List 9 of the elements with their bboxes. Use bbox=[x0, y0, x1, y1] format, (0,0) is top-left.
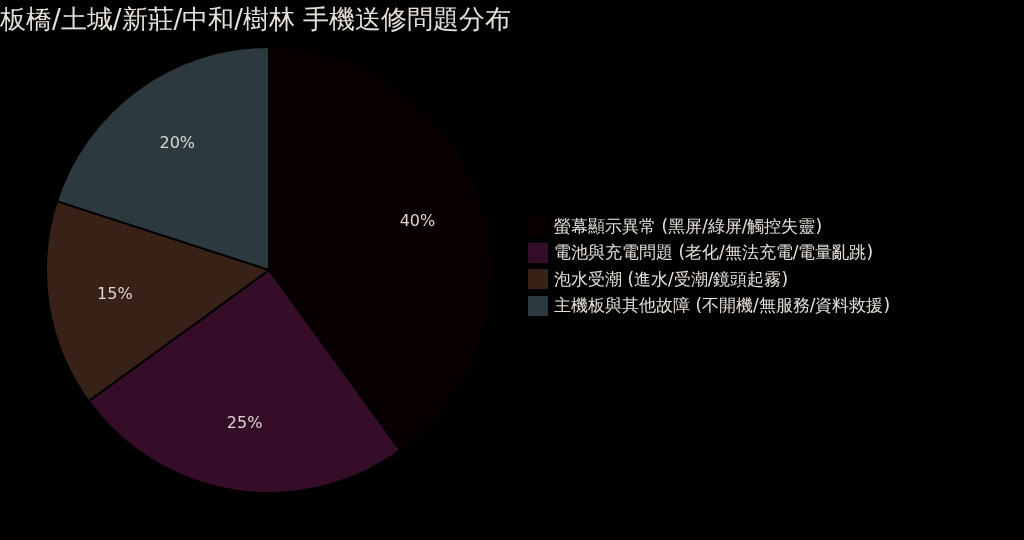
legend-label: 主機板與其他故障 (不開機/無服務/資料救援) bbox=[554, 294, 891, 318]
legend-label: 電池與充電問題 (老化/無法充電/電量亂跳) bbox=[554, 241, 874, 265]
legend-label: 螢幕顯示異常 (黑屏/綠屏/觸控失靈) bbox=[554, 214, 823, 238]
data-label: 40% bbox=[399, 210, 436, 230]
legend-label: 泡水受潮 (進水/受潮/鏡頭起霧) bbox=[554, 267, 789, 291]
chart-title: 板橋/土城/新莊/中和/樹林 手機送修問題分布 bbox=[0, 3, 512, 36]
data-label: 20% bbox=[159, 132, 196, 152]
data-label: 15% bbox=[97, 283, 133, 303]
data-label: 25% bbox=[226, 413, 263, 433]
